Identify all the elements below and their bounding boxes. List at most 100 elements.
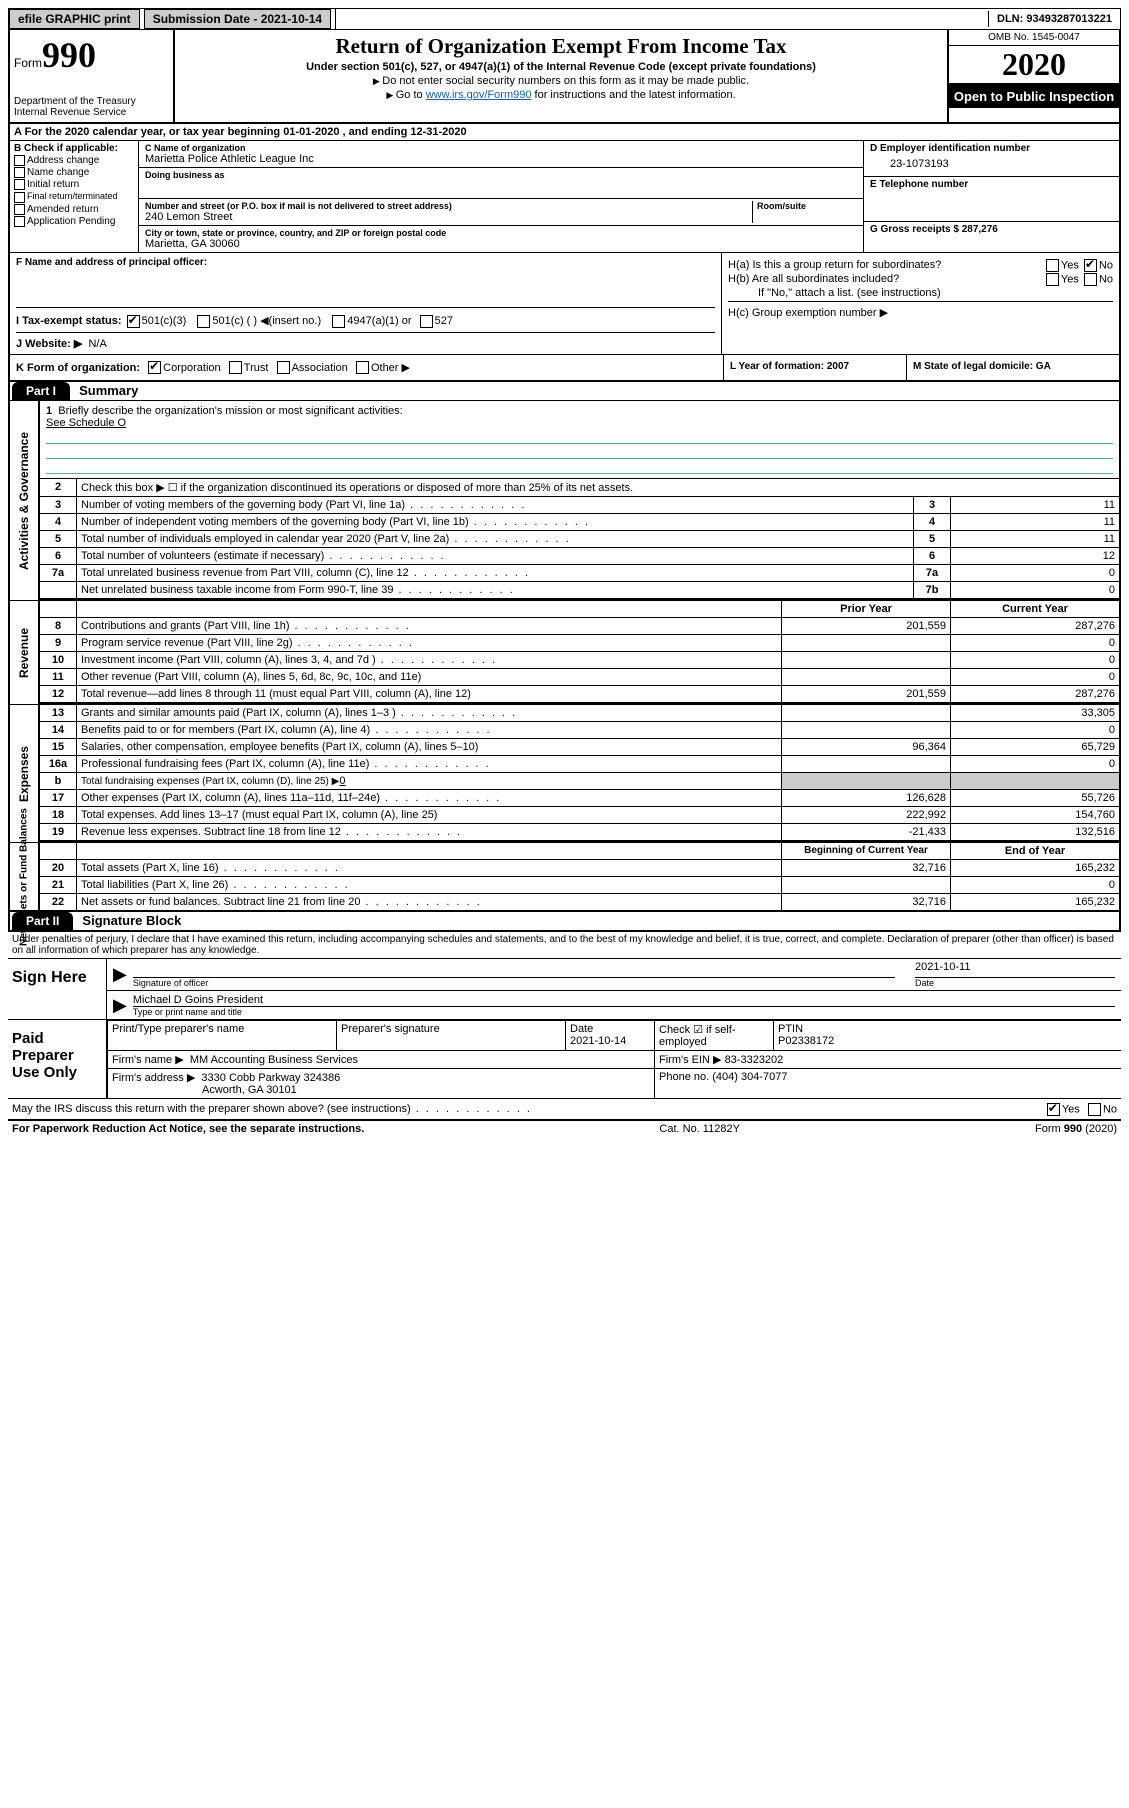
submission-date-btn[interactable]: Submission Date - 2021-10-14 [144,9,331,29]
officer-name: Michael D Goins President [133,994,1115,1007]
revenue-table: Prior YearCurrent Year 8Contributions an… [40,601,1119,704]
efile-print-btn[interactable]: efile GRAPHIC print [9,9,140,29]
v7b: 0 [951,582,1120,600]
i-row: I Tax-exempt status: 501(c)(3) 501(c) ( … [16,307,715,328]
header-middle: Return of Organization Exempt From Incom… [175,30,947,122]
block-c: C Name of organization Marietta Police A… [139,141,863,252]
discuss-yes[interactable] [1047,1103,1060,1116]
chk-pending[interactable]: Application Pending [14,216,134,227]
phone: (404) 304-7077 [712,1071,787,1083]
prep-name-hdr: Print/Type preparer's name [108,1021,337,1051]
i-opt2: 4947(a)(1) or [347,315,411,327]
chk-amended[interactable]: Amended return [14,204,134,215]
officer-name-label: Type or print name and title [133,1007,1115,1017]
chk-initial[interactable]: Initial return [14,179,134,190]
p12: 201,559 [782,686,951,704]
street: 240 Lemon Street [145,211,752,223]
line12: Total revenue—add lines 8 through 11 (mu… [77,686,782,704]
c10: 0 [951,652,1120,669]
dept-label: Department of the Treasury [14,96,169,107]
c15: 65,729 [951,739,1120,756]
c-city-label: City or town, state or province, country… [145,228,857,238]
header-line2: Do not enter social security numbers on … [179,75,943,87]
line1-block: 1 Briefly describe the organization's mi… [40,401,1119,478]
discuss-no[interactable] [1088,1103,1101,1116]
d-label: D Employer identification number [870,143,1113,154]
c8: 287,276 [951,618,1120,635]
ein: 23-1073193 [870,154,1113,174]
omb-number: OMB No. 1545-0047 [949,30,1119,46]
line6: Total number of volunteers (estimate if … [77,548,914,565]
public-inspection: Open to Public Inspection [949,85,1119,108]
hb-row: H(b) Are all subordinates included? Yes … [728,273,1113,285]
form-subtitle: Under section 501(c), 527, or 4947(a)(1)… [179,61,943,73]
k-trust[interactable] [229,361,242,374]
block-bcdeg: B Check if applicable: Address change Na… [10,141,1119,253]
k-label: K Form of organization: [16,362,140,374]
discuss-q: May the IRS discuss this return with the… [12,1103,532,1115]
sig-arrow2-icon: ▶ [113,993,127,1017]
chk-527[interactable] [420,315,433,328]
city: Marietta, GA 30060 [145,238,857,250]
irs-label: Internal Revenue Service [14,107,169,118]
b-label: B Check if applicable: [14,143,134,154]
chk-final[interactable]: Final return/terminated [14,191,134,202]
begin-hdr: Beginning of Current Year [782,843,951,860]
chk-name[interactable]: Name change [14,167,134,178]
line3-pre: Go to [396,89,426,101]
current-year-hdr: Current Year [951,601,1120,618]
form-number: 990 [42,34,96,76]
c18: 154,760 [951,807,1120,824]
l-cell: L Year of formation: 2007 [724,355,907,381]
tax-year: 2020 [949,46,1119,85]
g-label: G Gross receipts $ 287,276 [870,224,1113,235]
prep-date: 2021-10-14 [570,1035,626,1047]
block-deg: D Employer identification number 23-1073… [863,141,1119,252]
ha-no[interactable] [1084,259,1097,272]
sig-officer-label: Signature of officer [133,978,895,988]
part2-header: Part II Signature Block [10,912,1119,930]
sign-here-label: Sign Here [8,959,107,1019]
l-label: L Year of formation: 2007 [730,361,849,372]
k-other[interactable] [356,361,369,374]
sig-arrow-icon: ▶ [113,961,127,988]
v4: 11 [951,514,1120,531]
block-b: B Check if applicable: Address change Na… [10,141,139,252]
penalties-text: Under penalties of perjury, I declare th… [8,932,1121,958]
prep-date-hdr: Date [570,1023,593,1035]
ha-yes[interactable] [1046,259,1059,272]
header-right: OMB No. 1545-0047 2020 Open to Public In… [947,30,1119,122]
firm-addr-label: Firm's address ▶ [112,1072,195,1084]
k-cell: K Form of organization: Corporation Trus… [10,355,724,381]
line2: Check this box ▶ ☐ if the organization d… [77,479,1120,497]
phone-label: Phone no. [659,1071,709,1083]
chk-501c3[interactable] [127,315,140,328]
p17: 126,628 [782,790,951,807]
e21: 0 [951,877,1120,894]
v5: 11 [951,531,1120,548]
part1-title: Summary [73,383,138,398]
netassets-table: Beginning of Current YearEnd of Year 20T… [40,843,1119,910]
form990-link[interactable]: www.irs.gov/Form990 [426,89,532,101]
p19: -21,433 [782,824,951,842]
hb-yes[interactable] [1046,273,1059,286]
ha-label: H(a) Is this a group return for subordin… [728,259,941,271]
c11: 0 [951,669,1120,686]
dln-label: DLN: 93493287013221 [988,11,1120,27]
i-label: I Tax-exempt status: [16,315,122,327]
chk-501c[interactable] [197,315,210,328]
chk-address[interactable]: Address change [14,155,134,166]
line21: Total liabilities (Part X, line 26) [77,877,782,894]
side-governance: Activities & Governance [10,401,40,600]
section-expenses: Expenses 13Grants and similar amounts pa… [10,705,1119,843]
line7a: Total unrelated business revenue from Pa… [77,565,914,582]
chk-4947[interactable] [332,315,345,328]
k-assoc[interactable] [277,361,290,374]
k-corp[interactable] [148,361,161,374]
line15: Salaries, other compensation, employee b… [77,739,782,756]
hb-no[interactable] [1084,273,1097,286]
form-title: Return of Organization Exempt From Incom… [179,34,943,59]
discuss-row: May the IRS discuss this return with the… [8,1099,1121,1121]
klm-row: K Form of organization: Corporation Trus… [10,355,1119,383]
section-netassets: Net Assets or Fund Balances Beginning of… [10,843,1119,912]
